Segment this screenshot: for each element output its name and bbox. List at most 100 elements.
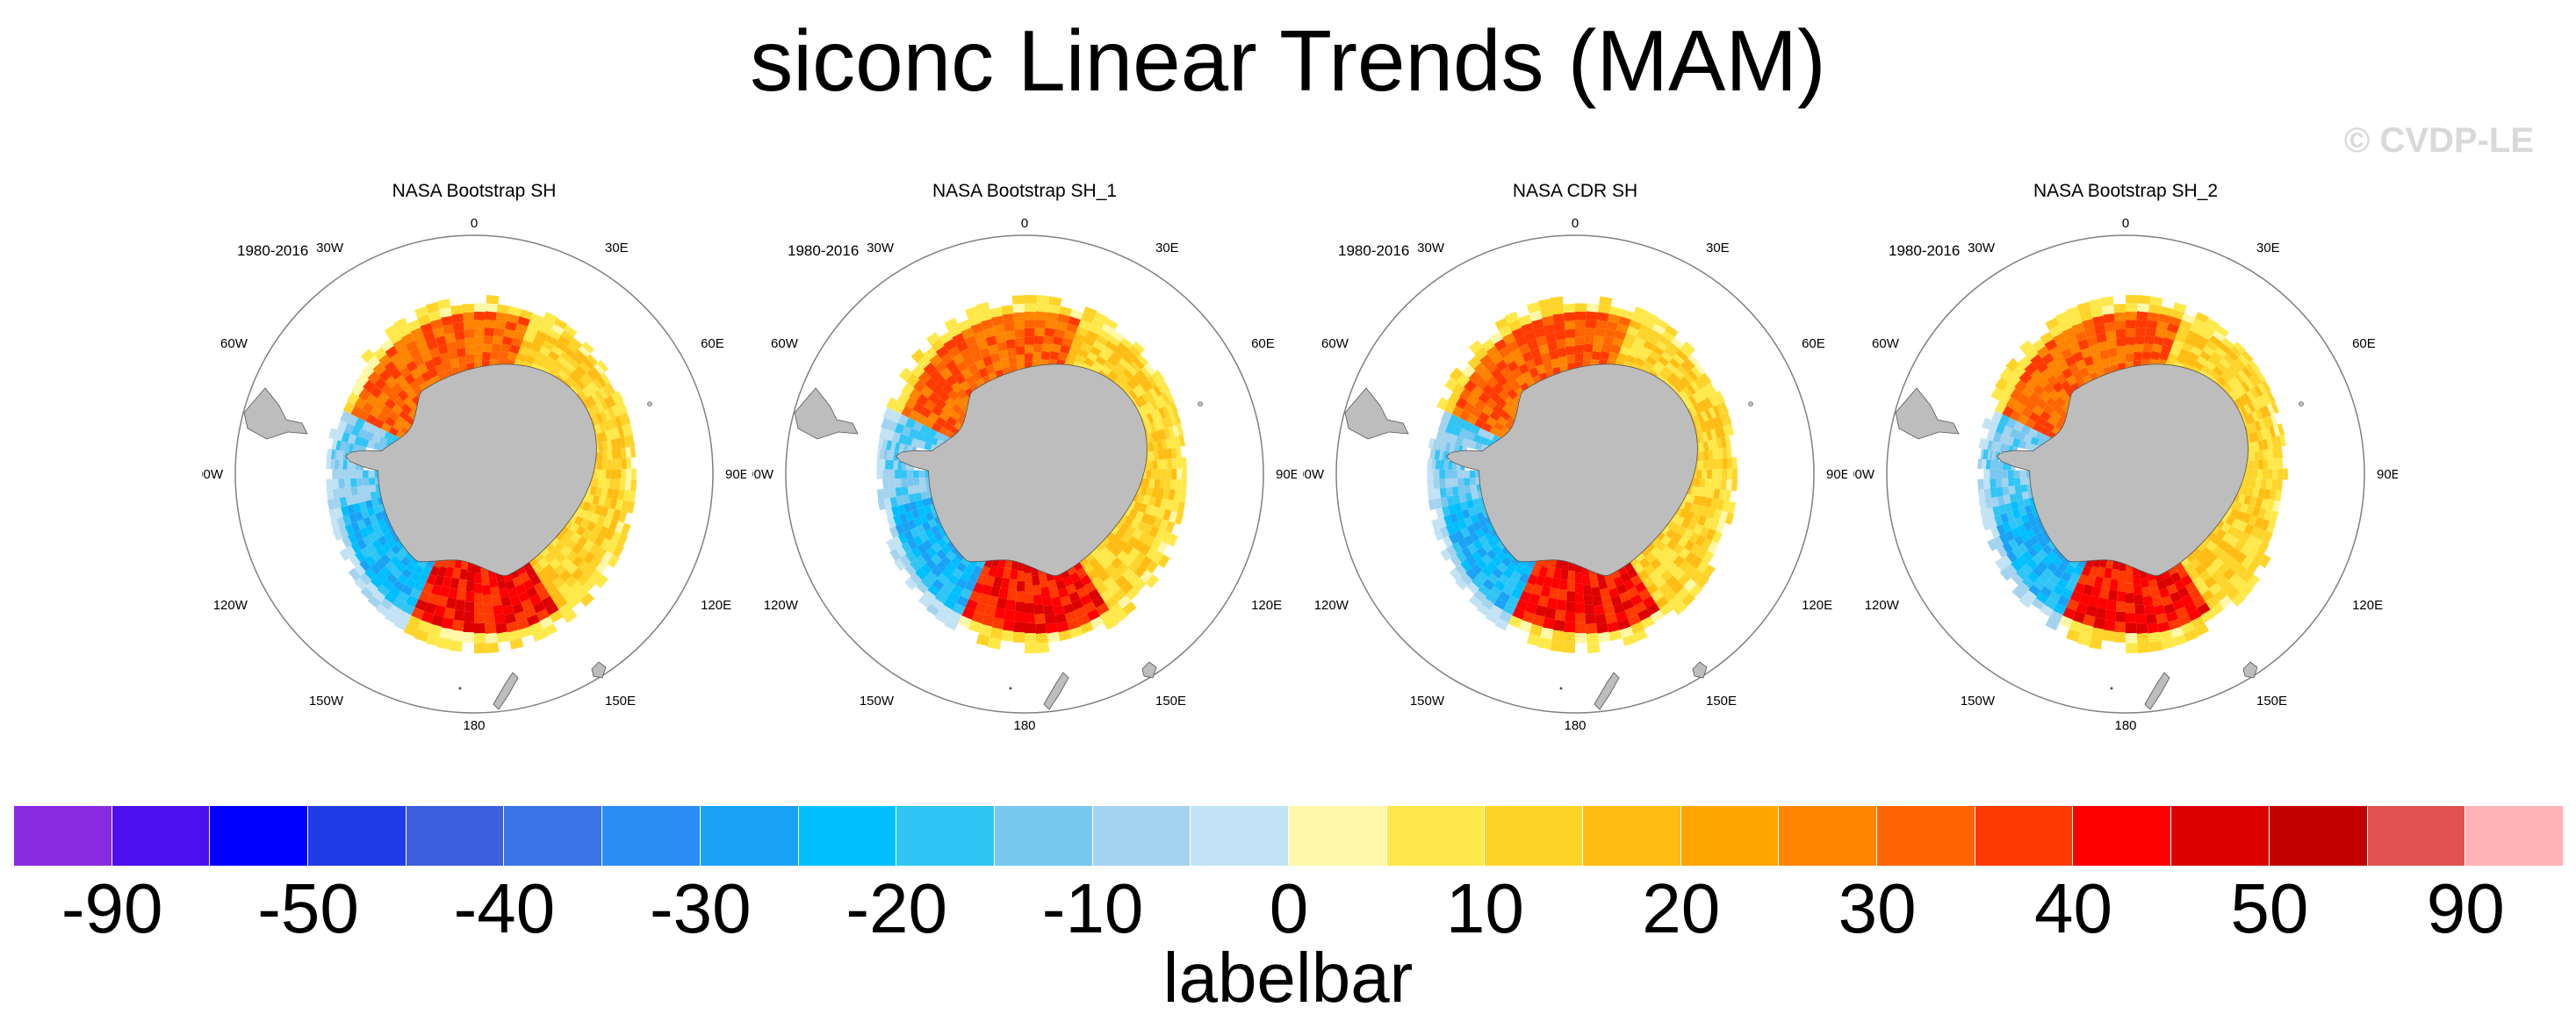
labelbar-swatch [1386,806,1486,866]
labelbar-swatch [308,806,407,866]
labelbar-swatch [2465,806,2564,866]
polar-map: 0 30E 60E 90E 120E 150E 180 150W 120W 90W 60W 30W [202,216,746,733]
longitude-label: 120W [213,598,248,613]
small-island [1559,687,1563,690]
labelbar-tick-label: -50 [257,869,359,947]
polar-map: 0 30E 60E 90E 120E 150E 180 150W 120W 90W 60W 30W [1303,216,1847,733]
longitude-label: 60E [2352,336,2376,351]
labelbar-tick-label: -10 [1041,869,1144,947]
labelbar-swatch [1191,806,1289,866]
longitude-label: 90W [1303,467,1325,482]
labelbar-swatch [1288,806,1387,866]
small-island [2110,687,2113,690]
longitude-label: 180 [1564,718,1586,733]
south-america-landmass [1895,387,1960,440]
labelbar-swatch [1680,806,1780,866]
labelbar-tick-label: 90 [2426,869,2505,947]
longitude-label: 30W [867,241,895,255]
labelbar-swatch [504,806,603,866]
labelbar-swatch [1877,806,1975,866]
map-panel: NASA Bootstrap SH_2 1980-2016 0 30E 60E 90E… [1853,176,2398,738]
longitude-label: 90W [752,467,774,482]
labelbar-swatch [210,806,309,866]
south-america-landmass [794,387,859,440]
longitude-label: 60W [1321,336,1349,351]
longitude-label: 150E [1155,694,1186,709]
longitude-label: 90E [725,467,746,482]
longitude-label: 90E [1276,467,1297,482]
labelbar-swatch [1779,806,1878,866]
longitude-label: 120W [764,598,799,613]
longitude-label: 30E [605,241,629,255]
map-panel: NASA CDR SH 1980-2016 0 30E 60E 90E 120E 150E… [1303,176,1847,738]
panel-period: 1980-2016 [237,242,309,259]
longitude-label: 60W [1872,336,1900,351]
longitude-label: 180 [2114,718,2136,733]
antarctica-landmass [1996,363,2249,577]
labelbar-tick-label: 20 [1642,869,1721,947]
new-zealand-landmass [493,672,519,710]
longitude-label: 30W [1968,241,1996,255]
labelbar-tick-label: 40 [2034,869,2113,947]
longitude-label: 120E [1802,598,1832,613]
south-america-landmass [1344,387,1409,440]
longitude-label: 60E [701,336,724,351]
labelbar-swatch [406,806,505,866]
labelbar-swatch [1583,806,1681,866]
labelbar-tick-label: 0 [1269,869,1309,947]
new-zealand-landmass [1043,672,1069,710]
longitude-label: 90E [2377,467,2398,482]
labelbar-swatch [896,806,995,866]
longitude-label: 150E [605,694,636,709]
small-island [1009,687,1012,690]
panel-period: 1980-2016 [788,242,860,259]
tasmania-landmass [1141,661,1157,679]
longitude-label: 0 [1572,216,1579,231]
kerguelen-island [1748,401,1753,407]
polar-map: 0 30E 60E 90E 120E 150E 180 150W 120W 90W 60W 30W [752,216,1297,733]
longitude-label: 180 [463,718,485,733]
labelbar-swatch [700,806,799,866]
longitude-label: 150W [309,694,344,709]
kerguelen-island [2299,401,2304,407]
tasmania-landmass [2242,661,2258,679]
longitude-label: 120E [2352,598,2383,613]
color-labelbar [14,806,2564,866]
panel-period: 1980-2016 [1889,242,1961,259]
panel-title: NASA Bootstrap SH_2 [2033,181,2219,201]
copyright-watermark: © CVDP-LE [2343,121,2534,160]
sea-ice-trend-field [326,294,637,654]
longitude-label: 30W [1417,241,1445,255]
tasmania-landmass [591,661,607,679]
labelbar-swatch [112,806,211,866]
longitude-label: 0 [2122,216,2129,231]
small-island [458,687,462,690]
labelbar-swatch [798,806,897,866]
labelbar-tick-label: -30 [650,869,752,947]
labelbar-swatch [602,806,701,866]
longitude-label: 90E [1826,467,1847,482]
longitude-label: 120E [1251,598,1282,613]
panel-title: NASA Bootstrap SH_1 [932,181,1118,201]
longitude-label: 30E [2256,241,2280,255]
longitude-label: 60E [1251,336,1275,351]
longitude-label: 0 [471,216,478,231]
kerguelen-island [1198,401,1203,407]
longitude-label: 30E [1155,241,1179,255]
labelbar-tick-label: 30 [1838,869,1917,947]
labelbar-tick-label: 50 [2230,869,2309,947]
longitude-label: 90W [1853,467,1875,482]
labelbar-swatch [2269,806,2368,866]
figure-title: siconc Linear Trends (MAM) [750,12,1826,109]
south-america-landmass [243,387,308,440]
labelbar-swatch [14,806,112,866]
labelbar-tick-label: 10 [1445,869,1524,947]
antarctica-landmass [344,363,597,577]
longitude-label: 30E [1706,241,1730,255]
longitude-label: 0 [1021,216,1028,231]
labelbar-tick-label: -90 [61,869,163,947]
labelbar-tick-label: -20 [845,869,948,947]
longitude-label: 90W [202,467,224,482]
labelbar-swatch [2367,806,2466,866]
longitude-label: 150E [1706,694,1737,709]
